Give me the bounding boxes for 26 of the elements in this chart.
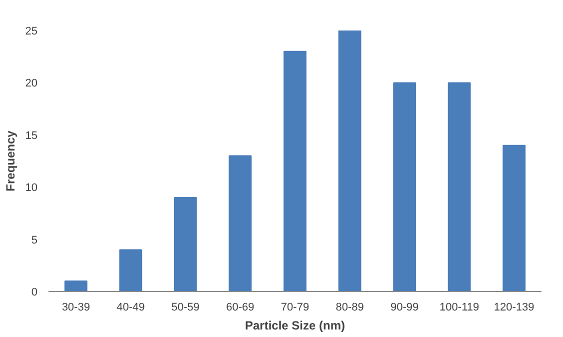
x-tick-label: 30-39 — [62, 302, 90, 314]
y-tick-label: 15 — [25, 130, 38, 142]
x-tick-label: 80-89 — [336, 302, 364, 314]
bar — [174, 197, 197, 292]
y-tick-label: 20 — [25, 78, 38, 90]
bar — [64, 280, 88, 292]
y-tick-label: 25 — [25, 26, 38, 38]
y-tick-label: 10 — [25, 182, 38, 194]
bar — [119, 249, 142, 292]
x-tick-label: 40-49 — [116, 302, 145, 314]
y-axis-title: Frequency — [3, 130, 18, 192]
bar — [228, 155, 252, 292]
x-tick-label: 60-69 — [226, 302, 254, 314]
bar — [502, 144, 526, 292]
bar — [448, 82, 471, 292]
x-tick-label: 70-79 — [280, 302, 310, 314]
x-tick-label: 50-59 — [171, 302, 200, 314]
x-tick-label: 100-119 — [440, 302, 480, 314]
x-tick-label: 90-99 — [390, 302, 419, 314]
x-tick-label: 120-139 — [494, 302, 534, 314]
y-tick-label: 5 — [31, 234, 38, 246]
bar — [393, 82, 416, 292]
x-axis-title: Particle Size (nm) — [244, 318, 346, 332]
y-tick-label: 0 — [31, 286, 38, 298]
bar — [284, 50, 306, 292]
bar — [338, 30, 362, 292]
